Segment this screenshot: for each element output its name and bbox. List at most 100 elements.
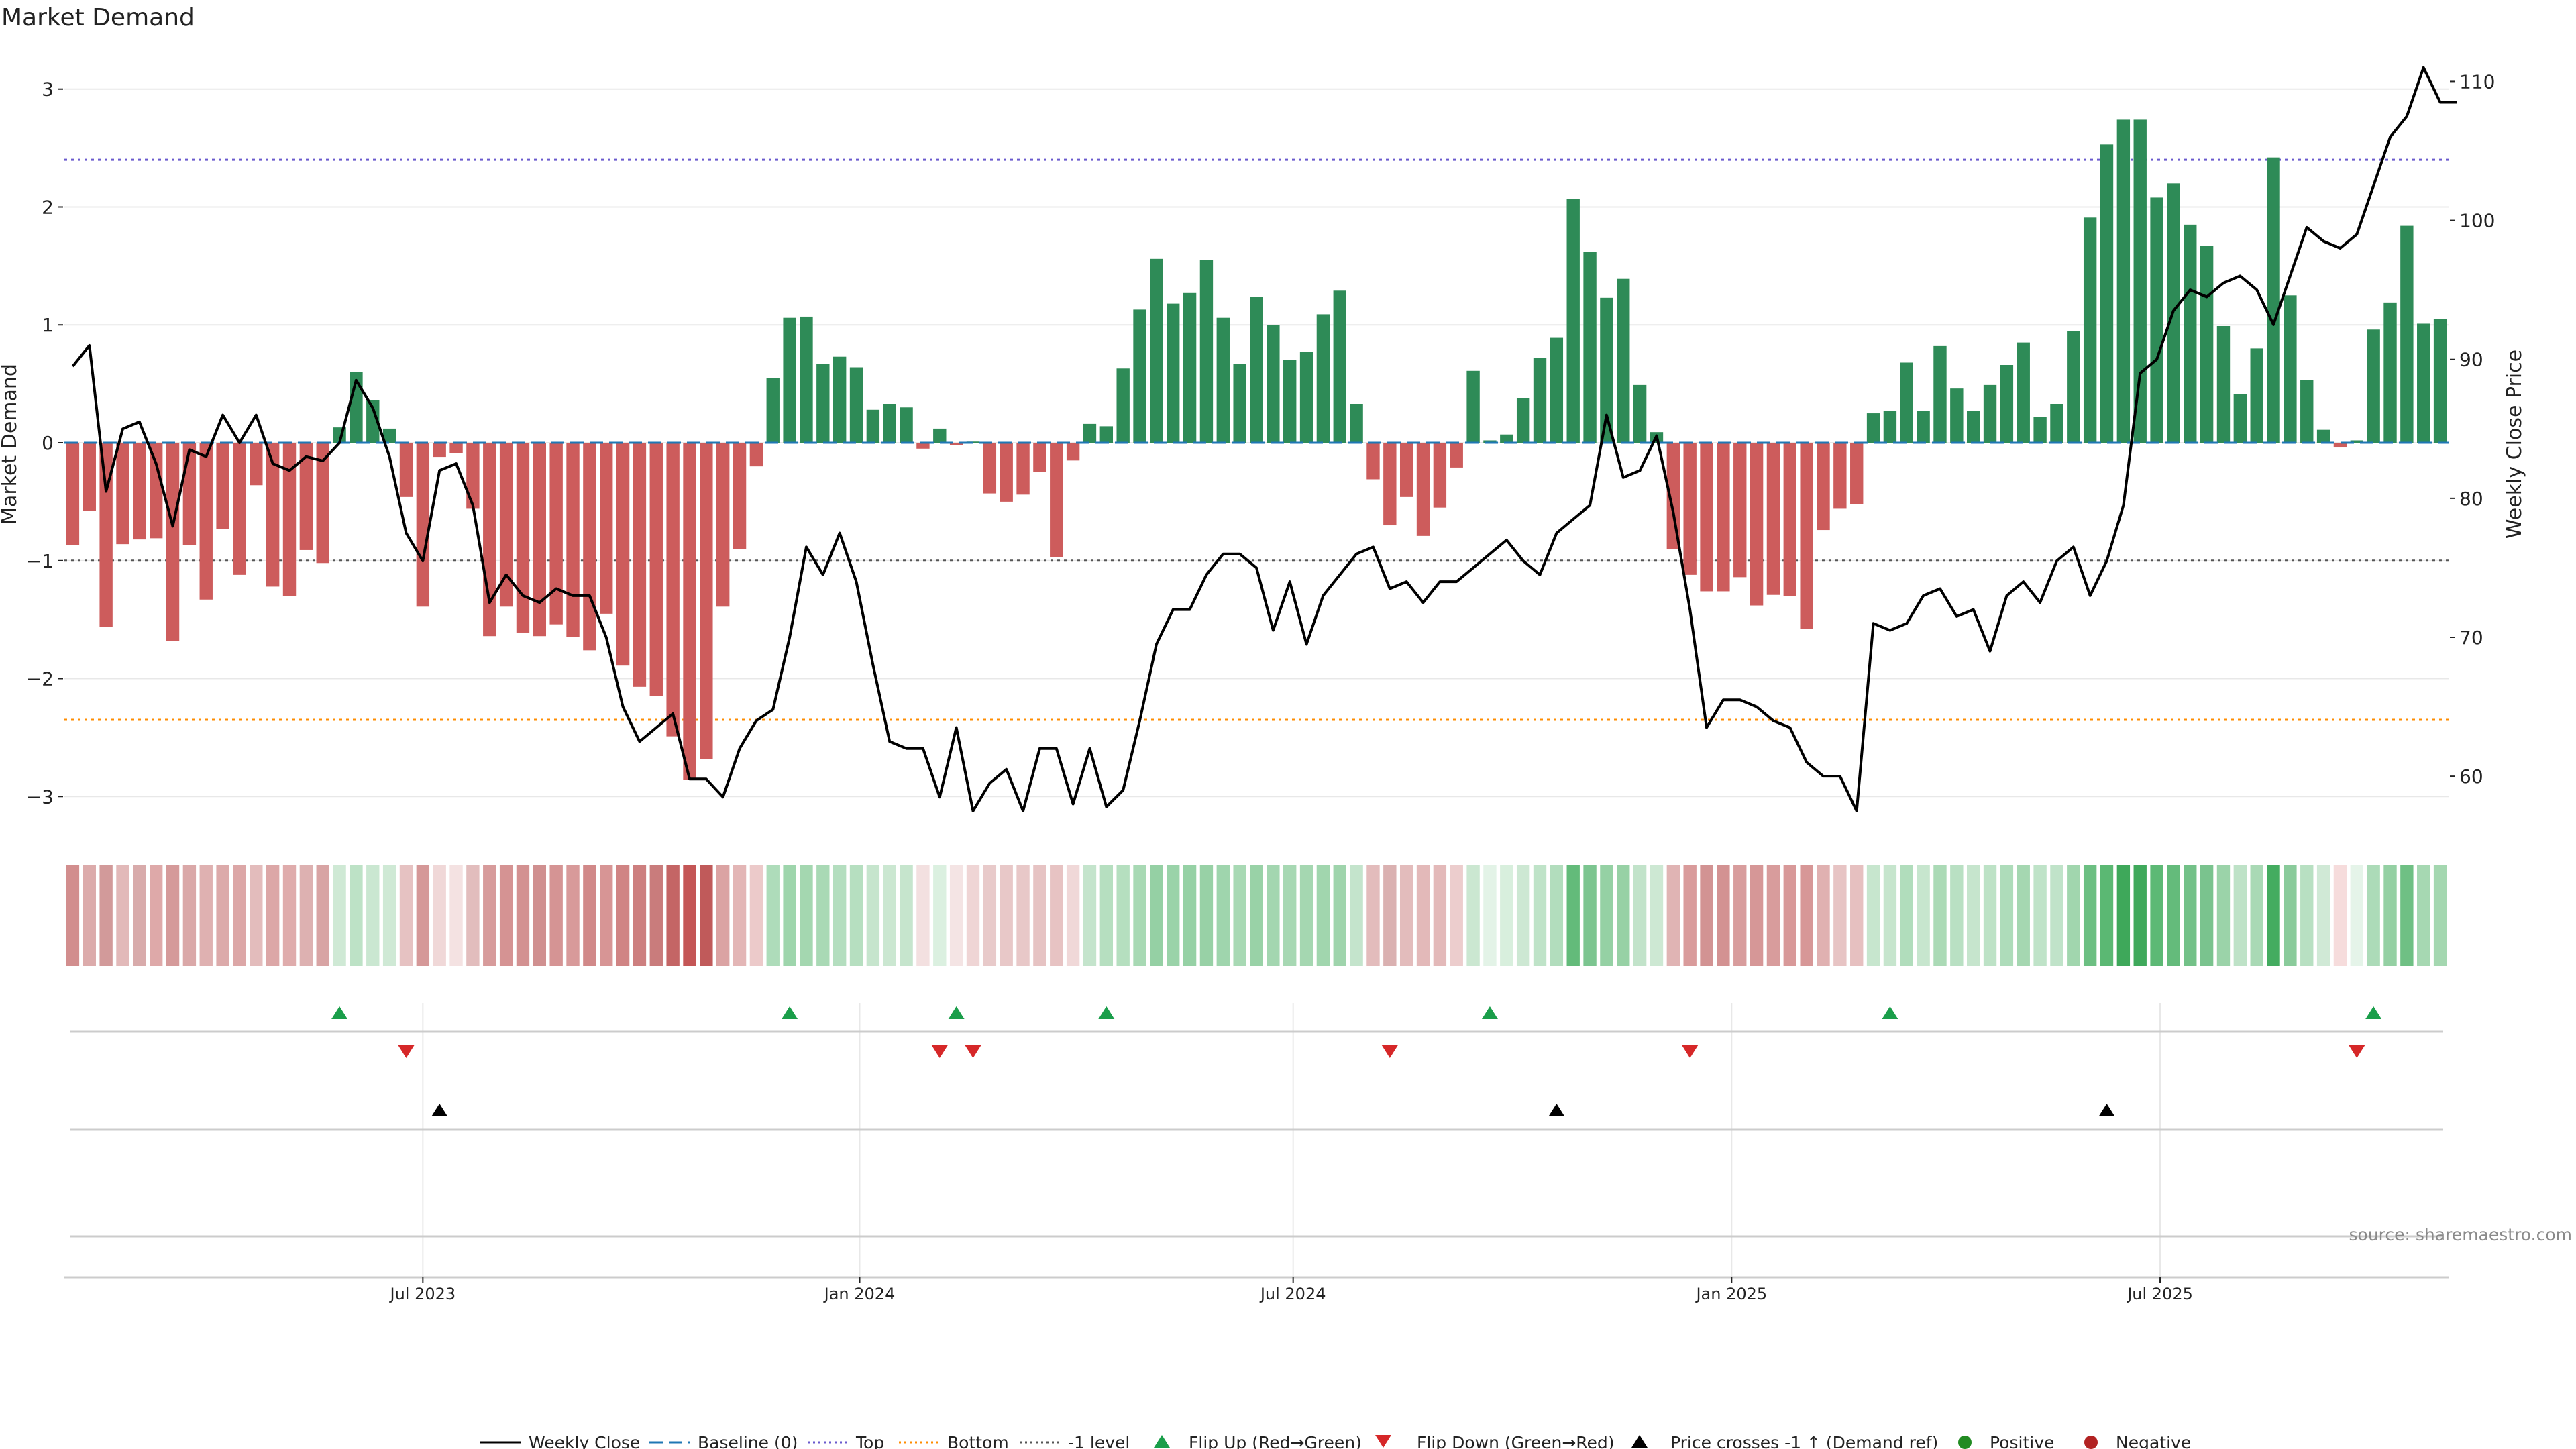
legend-price-cross-icon [1631,1435,1648,1448]
demand-bar [1066,443,1080,461]
demand-bar [83,443,96,511]
demand-bar [1850,443,1864,504]
heat-cell [2383,865,2397,966]
demand-bar [2000,365,2014,443]
heat-cell [1900,865,1913,966]
source-note: source: sharemaestro.com [2349,1225,2573,1244]
demand-bar [1583,252,1597,443]
demand-bar [2083,217,2097,443]
demand-bar [1216,317,1230,443]
demand-bar [1900,362,1913,443]
demand-bar [2150,197,2163,443]
heat-cell [566,865,580,966]
heat-cell [1267,865,1280,966]
heat-cell [182,865,197,966]
demand-bar [716,443,730,607]
demand-bar [433,443,446,458]
demand-bar [566,443,580,637]
demand-bar [1550,337,1564,443]
legend-minus-one-label: -1 level [1068,1433,1130,1449]
demand-bar [466,443,480,509]
flip-up-marker [1098,1006,1115,1019]
heat-cell [1033,865,1046,966]
heat-cell [2150,865,2163,966]
demand-bar [666,443,680,737]
heat-cell [583,865,596,966]
demand-bar [2350,440,2364,443]
demand-bar [1283,360,1297,443]
heat-cell [1966,865,1980,966]
heat-cell [1483,865,1497,966]
demand-bar [1083,423,1097,443]
heat-cell [282,865,297,966]
demand-bar [449,443,463,453]
demand-bar [949,443,963,445]
demand-bar [1617,278,1630,443]
heat-cell [1000,865,1013,966]
heat-cell [1700,865,1713,966]
heat-cell [916,865,930,966]
demand-bar [1500,434,1513,443]
demand-bar [1817,443,1830,531]
demand-bar [2067,331,2080,443]
price-cross-marker [2098,1104,2115,1116]
heat-cell [66,865,80,966]
demand-bar [616,443,630,666]
demand-bar [1233,364,1246,443]
demand-bar [1717,443,1730,592]
heat-cell [2200,865,2214,966]
heat-cell [1233,865,1246,966]
flip-up-marker [1882,1006,1898,1019]
demand-bar [683,443,696,780]
heat-cell [2417,865,2430,966]
heat-cell [1183,865,1197,966]
heat-cell [2067,865,2080,966]
heat-cell [749,865,763,966]
demand-bar [1050,443,1063,557]
legend-flip-up-icon [1154,1435,1170,1448]
heat-cell [1150,865,1163,966]
demand-bar [1483,440,1497,443]
x-axis: Jul 2023 Jan 2024 Jul 2024 Jan 2025 Jul 2025 [64,1276,2449,1303]
demand-bar [399,443,413,497]
demand-bar [282,443,297,596]
heat-cell [549,865,563,966]
demand-bar [2116,119,2131,443]
heat-cell [1466,865,1480,966]
heat-cell [516,865,530,966]
demand-bar [199,443,213,600]
heat-cell [533,865,547,966]
left-tick-label: −1 [26,550,54,572]
heat-cell [2400,865,2414,966]
heat-cell [783,865,796,966]
heat-cell [382,865,396,966]
demand-bar [2250,348,2263,443]
reference-lines [64,158,2449,721]
demand-bar [1416,443,1430,536]
flip-up-marker [948,1006,965,1019]
demand-bar [2417,323,2430,443]
x-tick-label: Jul 2025 [2126,1285,2193,1303]
heat-cell [2100,865,2114,966]
demand-bar [1516,398,1530,443]
left-y-axis: 3 2 1 0 −1 −2 −3 [26,78,63,808]
heat-cell [800,865,813,966]
heat-cell [1083,865,1097,966]
heat-cell [1167,865,1180,966]
demand-bar [916,443,930,449]
demand-bars [64,119,2449,780]
heat-cell [1933,865,1947,966]
heat-cell [466,865,480,966]
x-tick-label: Jan 2024 [823,1285,896,1303]
demand-bar [366,400,380,443]
demand-bar [933,428,947,443]
demand-bar [250,443,263,486]
heat-cell [116,865,129,966]
demand-bar [1800,443,1813,629]
price-cross-marker [431,1104,448,1116]
heat-cell [266,865,280,966]
demand-bar [766,378,780,443]
heat-cell [1766,865,1780,966]
left-tick-label: 2 [42,196,54,218]
right-y-axis: 110 100 90 80 70 60 [2450,70,2495,788]
